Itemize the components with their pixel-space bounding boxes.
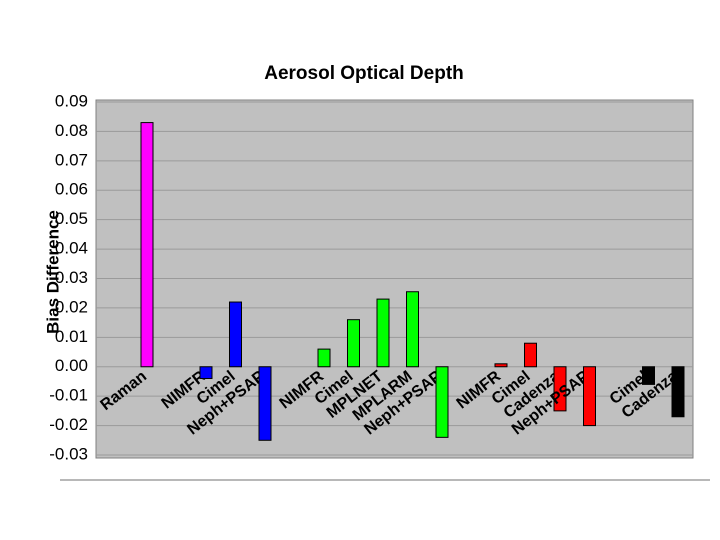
bar <box>376 298 390 368</box>
y-tick-label: 0.06 <box>55 180 88 199</box>
bar <box>140 122 154 368</box>
bar <box>553 366 567 412</box>
bar <box>199 366 213 380</box>
y-tick-label: 0.04 <box>55 239 88 258</box>
y-tick-label: 0.01 <box>55 327 88 346</box>
y-tick-label: -0.02 <box>49 415 88 434</box>
bar <box>671 366 685 418</box>
bar <box>317 348 331 368</box>
bar <box>258 366 272 441</box>
y-tick-label: 0.07 <box>55 150 88 169</box>
bar <box>583 366 596 427</box>
y-tick-label: 0.03 <box>55 268 88 287</box>
bar <box>642 366 655 385</box>
y-tick-label: -0.03 <box>49 444 88 463</box>
y-tick-label: 0.09 <box>55 91 88 110</box>
y-tick-label: 0.05 <box>55 209 88 228</box>
bar <box>435 366 449 438</box>
bar <box>494 363 508 368</box>
y-tick-label: -0.01 <box>49 386 88 405</box>
y-tick-label: 0.02 <box>55 297 88 316</box>
y-tick-label: 0.00 <box>55 356 88 375</box>
bar <box>524 342 537 368</box>
bar <box>229 301 242 368</box>
bar <box>347 319 360 368</box>
chart-title: Aerosol Optical Depth <box>264 63 464 84</box>
y-tick-label: 0.08 <box>55 121 88 140</box>
y-axis-label: Bias Difference <box>43 210 62 334</box>
bar <box>406 291 419 368</box>
